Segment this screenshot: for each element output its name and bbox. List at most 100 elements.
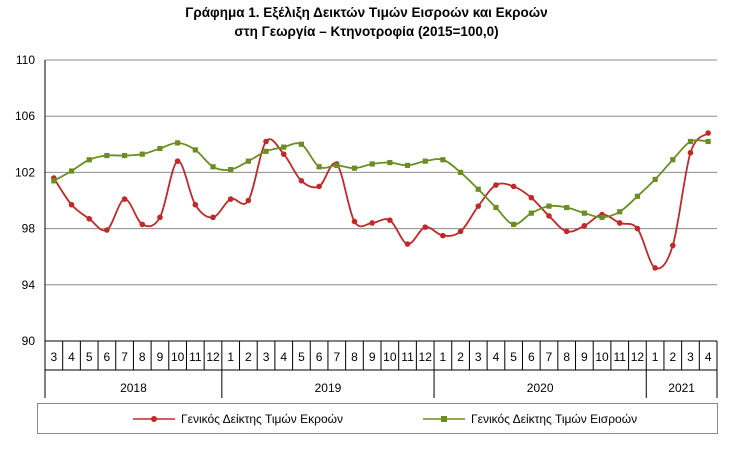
month-label: 4 [705,350,712,364]
month-label: 5 [86,350,93,364]
data-point-output [510,183,517,190]
data-point-input [369,161,375,167]
legend-item-output: Γενικός Δείκτης Τιμών Εκροών [133,412,343,426]
data-point-output [652,265,658,271]
data-point-output [528,194,535,201]
legend-swatch-output [133,416,175,422]
series-line-0 [53,132,709,270]
month-label: 3 [475,350,482,364]
data-point-output [192,201,199,208]
month-label: 10 [171,350,185,364]
data-point-input [599,214,605,220]
month-label: 12 [206,350,220,364]
y-tick-label-110: 110 [16,53,35,67]
month-label: 9 [157,350,164,364]
year-label-2019: 2019 [315,381,342,395]
data-point-input [511,221,517,227]
data-point-input [652,176,658,183]
legend-label-output: Γενικός Δείκτης Τιμών Εκροών [181,412,343,426]
data-point-input [157,145,163,152]
data-point-input [104,152,110,159]
data-point-input [617,209,623,215]
month-label: 2 [457,350,464,364]
data-point-input [281,144,287,150]
data-point-output [616,220,623,226]
data-point-input [228,166,234,173]
data-point-input [634,193,641,199]
chart-title-line-1: Γράφημα 1. Εξέλιξη Δεικτών Τιμών Εισροών… [185,5,548,20]
data-point-input [210,164,216,170]
month-label: 7 [546,350,553,364]
data-point-input [705,138,711,145]
chart-title: Γράφημα 1. Εξέλιξη Δεικτών Τιμών Εισροών… [0,3,733,41]
data-point-output [387,217,393,223]
data-point-input [687,138,694,145]
month-label: 12 [419,350,433,364]
year-label-2020: 2020 [527,381,554,395]
series-lines [51,130,711,271]
month-label: 8 [351,350,358,364]
data-point-input [334,162,340,168]
data-point-output [227,196,234,202]
data-point-input [404,162,411,168]
data-point-input [68,168,75,174]
y-tick-label-102: 102 [15,165,35,179]
data-point-output [369,220,375,226]
month-label: 10 [595,350,609,364]
data-point-input [493,204,499,211]
year-label-2021: 2021 [668,381,695,395]
data-point-input [351,165,358,171]
data-point-input [387,159,393,166]
data-point-input [457,169,464,175]
data-point-input [175,140,181,146]
month-label: 1 [440,350,447,364]
data-point-output [705,130,711,136]
series-line-1 [53,139,709,226]
data-point-input [316,164,322,170]
data-point-input [298,141,305,147]
data-point-output [280,151,287,157]
month-label: 11 [614,350,627,364]
month-label: 8 [139,350,146,364]
data-point-input [263,148,269,154]
y-tick-label-98: 98 [22,222,36,236]
data-point-output [404,241,411,247]
chart-title-line-2: στη Γεωργία – Κτηνοτροφία (2015=100,0) [234,24,499,39]
data-point-output [298,178,305,184]
data-point-output [139,221,146,228]
month-label: 1 [227,350,234,364]
month-label: 3 [263,350,270,364]
data-point-input [192,147,198,153]
grid-lines [45,59,717,342]
data-point-input [670,157,676,163]
month-label: 6 [528,350,535,364]
data-point-output [174,158,181,164]
y-tick-label-90: 90 [22,334,36,348]
y-tick-label-106: 106 [15,109,35,123]
data-point-output [440,232,446,239]
month-label: 3 [687,350,694,364]
month-label: 4 [493,350,500,364]
data-point-input [139,151,145,157]
data-point-input [422,158,428,164]
data-point-output [351,218,358,225]
month-label: 6 [316,350,323,364]
data-point-output [687,149,694,156]
month-label: 8 [563,350,570,364]
month-label: 9 [369,350,376,364]
year-label-2018: 2018 [120,381,147,395]
data-point-input [51,178,57,184]
month-label: 5 [298,350,305,364]
month-label: 7 [333,350,340,364]
month-label: 4 [280,350,287,364]
y-tick-label-94: 94 [22,278,36,292]
month-label: 2 [245,350,252,364]
data-point-output [263,138,269,145]
data-point-input [581,210,587,216]
month-label: 11 [189,350,202,364]
data-point-output [121,196,128,202]
data-point-output [157,214,163,221]
legend-item-input: Γενικός Δείκτης Τιμών Εισροών [423,412,637,426]
legend: Γενικός Δείκτης Τιμών Εκροών Γενικός Δεί… [37,403,718,434]
data-point-input [440,157,446,163]
